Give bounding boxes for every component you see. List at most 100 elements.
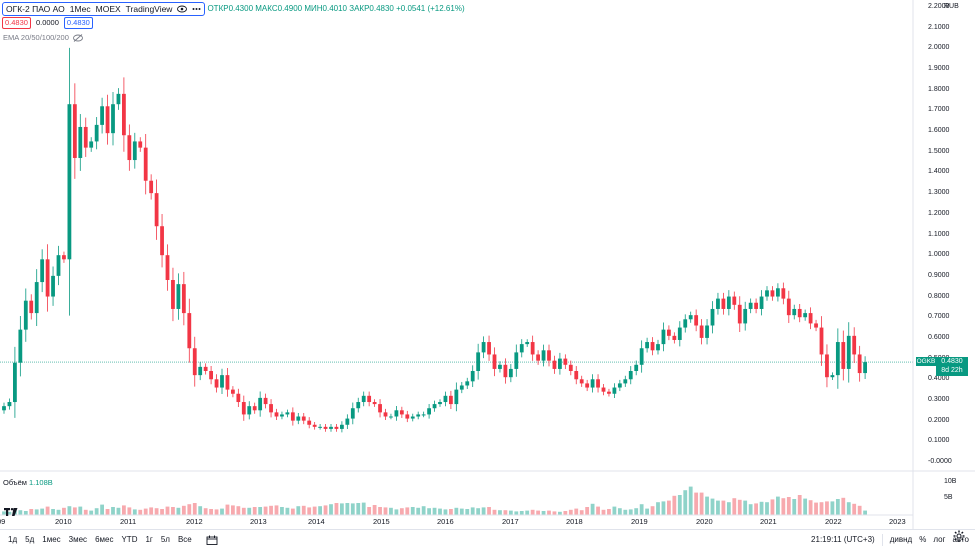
candle-body xyxy=(214,379,219,388)
candle xyxy=(716,292,720,315)
volume-bar xyxy=(241,507,246,515)
volume-bar xyxy=(372,505,377,515)
timeframe-button[interactable]: 5л xyxy=(160,535,170,544)
more-dots-icon[interactable] xyxy=(192,5,201,13)
candle-body xyxy=(350,408,355,419)
interval-label[interactable]: 1Мес xyxy=(69,3,91,14)
volume-bar xyxy=(410,507,415,515)
candle xyxy=(2,402,6,414)
price-axis-label: 1.5000 xyxy=(928,147,950,155)
high-label: МАКС xyxy=(255,4,278,13)
volume-bar xyxy=(732,498,737,515)
candle-body xyxy=(650,342,655,351)
candle-body xyxy=(18,329,23,363)
candle xyxy=(661,322,666,352)
candle-body xyxy=(258,397,263,411)
candle-body xyxy=(852,335,857,355)
timeframe-button[interactable]: 1мес xyxy=(42,535,61,544)
candle-body xyxy=(438,402,442,405)
price-axis-label: 0.1000 xyxy=(928,437,950,445)
volume-bar xyxy=(852,503,857,515)
candle xyxy=(699,319,704,345)
candle xyxy=(307,417,312,429)
tradingview-logo xyxy=(4,508,18,516)
volume-bar xyxy=(579,510,584,515)
ema-indicator-legend[interactable]: EMA 20/50/100/200 xyxy=(3,33,83,42)
percent-toggle[interactable]: % xyxy=(919,535,927,544)
candle xyxy=(568,360,573,376)
candle-body xyxy=(132,141,137,161)
dividends-toggle[interactable]: дивнд xyxy=(889,535,913,544)
volume-bar xyxy=(40,508,45,515)
price-axis-label: 1.8000 xyxy=(928,85,950,93)
volume-bar xyxy=(340,503,344,515)
candle xyxy=(334,424,339,432)
candle-body xyxy=(192,348,197,376)
candle-body xyxy=(13,362,17,403)
volume-legend[interactable]: Объём 1.108B xyxy=(3,478,53,487)
timeframe-button[interactable]: Все xyxy=(177,535,192,544)
spread-chip: 0.0000 xyxy=(35,18,59,27)
timeframe-button[interactable]: YTD xyxy=(121,535,138,544)
candle xyxy=(628,366,633,385)
candle xyxy=(508,363,513,383)
timeframe-button[interactable]: 3мес xyxy=(68,535,88,544)
candle xyxy=(819,316,824,366)
symbol-name[interactable]: ОГК-2 ПАО АО xyxy=(6,3,65,14)
log-toggle[interactable]: лог xyxy=(933,535,946,544)
candle-body xyxy=(225,375,230,390)
candle-body xyxy=(547,350,551,361)
volume-bar xyxy=(361,502,366,515)
candle xyxy=(116,88,121,110)
candle-body xyxy=(857,354,862,374)
gear-icon[interactable] xyxy=(953,530,965,542)
calendar-range-icon[interactable] xyxy=(206,535,218,545)
ask-chip[interactable]: 0.4830 xyxy=(63,17,93,29)
clock-time[interactable]: 21:19:11 (UTC+3) xyxy=(811,535,875,544)
eye-icon[interactable] xyxy=(177,5,188,13)
timeframe-button[interactable]: 1д xyxy=(8,535,18,544)
bottom-toolbar: 1д 5д 1мес 3мес 6мес YTD 1г 5л Все 21:19:11 (UTC… xyxy=(0,529,975,549)
ema-label[interactable]: EMA 20/50/100/200 xyxy=(3,33,69,42)
candle-body xyxy=(628,371,633,380)
candle-body xyxy=(56,255,61,276)
candle xyxy=(770,286,775,301)
candle xyxy=(122,77,126,152)
volume-bar xyxy=(7,511,12,515)
candle-body xyxy=(552,360,557,369)
candle-body xyxy=(116,93,121,105)
timeframe-button[interactable]: 6мес xyxy=(95,535,114,544)
candle-body xyxy=(590,379,595,388)
candle xyxy=(214,374,219,393)
candle xyxy=(650,337,655,356)
candle xyxy=(607,388,611,397)
eye-off-icon[interactable] xyxy=(72,33,83,42)
close-value: 0.4830 xyxy=(369,4,394,13)
candle-body xyxy=(558,358,562,369)
open-label: ОТКР xyxy=(207,4,229,13)
currency-label[interactable]: RUB xyxy=(944,3,959,10)
candle-body xyxy=(465,381,470,386)
candle xyxy=(530,335,535,361)
volume-bar xyxy=(45,506,50,515)
timeframe-button[interactable]: 1г xyxy=(145,535,153,544)
candle xyxy=(399,406,404,418)
price-axis-label: 0.3000 xyxy=(928,395,950,403)
candle xyxy=(171,267,175,322)
candle-body xyxy=(340,424,344,429)
volume-bar xyxy=(176,507,181,515)
candle xyxy=(40,249,45,293)
candle-body xyxy=(307,420,312,425)
candle xyxy=(252,402,257,414)
timeframe-button[interactable]: 5д xyxy=(25,535,35,544)
candle xyxy=(89,137,94,152)
candle-body xyxy=(721,298,726,309)
symbol-title-box[interactable]: ОГК-2 ПАО АО 1Мес MOEX TradingView xyxy=(2,1,206,16)
price-axis-label: 1.3000 xyxy=(928,189,950,197)
volume-bar xyxy=(601,509,606,515)
auto-toggle[interactable]: авто xyxy=(952,535,969,544)
candle xyxy=(808,307,813,330)
bid-chip[interactable]: 0.4830 xyxy=(2,17,31,29)
open-value: 0.4300 xyxy=(228,4,254,13)
